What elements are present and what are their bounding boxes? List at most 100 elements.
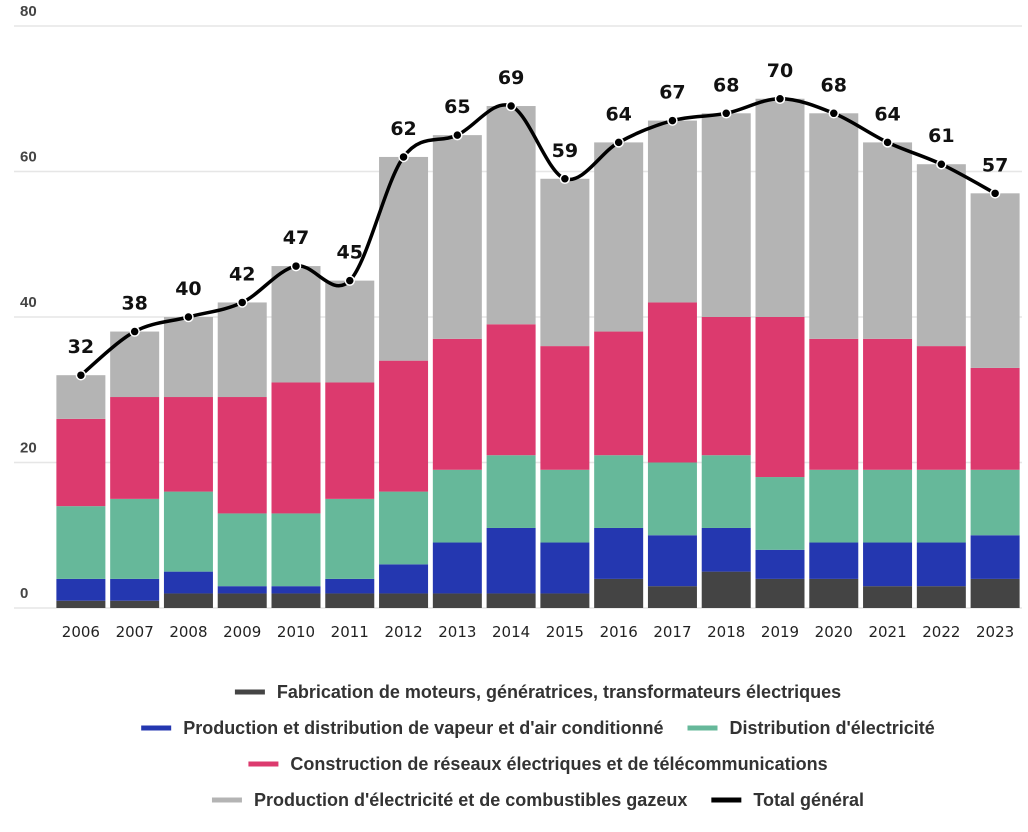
x-tick-label: 2015 <box>546 623 584 641</box>
legend-row: Fabrication de moteurs, génératrices, tr… <box>234 682 841 702</box>
total-point <box>183 311 194 323</box>
bar-segment <box>486 455 536 528</box>
bar-segment <box>701 455 751 528</box>
bar-segment <box>56 506 106 579</box>
x-tick-label: 2022 <box>922 623 960 641</box>
bar-segment <box>594 527 644 579</box>
bar-segment <box>863 142 913 339</box>
bar-segment <box>110 397 160 499</box>
value-label: 69 <box>498 67 524 89</box>
bar-segment <box>325 280 375 383</box>
bar-segment <box>701 317 751 456</box>
value-label: 57 <box>982 154 1008 176</box>
bar-segment <box>540 469 590 543</box>
total-point <box>505 100 517 112</box>
bar-segment <box>647 535 697 587</box>
x-tick-label: 2012 <box>384 623 422 641</box>
legend-item: Fabrication de moteurs, génératrices, tr… <box>234 682 841 702</box>
x-tick-label: 2021 <box>868 623 906 641</box>
bar-segment <box>379 360 429 492</box>
bar-segment <box>916 346 966 470</box>
x-tick-label: 2017 <box>653 623 691 641</box>
bar-segment <box>325 593 375 608</box>
x-tick-label: 2018 <box>707 623 745 641</box>
x-tick-label: 2014 <box>492 623 530 641</box>
value-label: 64 <box>605 103 631 125</box>
bar-segment <box>594 331 644 456</box>
bar-segment <box>863 469 913 543</box>
bar-segment <box>271 382 321 514</box>
bar-segment <box>163 397 213 492</box>
legend-item: Distribution d'électricité <box>687 718 935 738</box>
bar-segment <box>325 578 375 594</box>
bar-segment <box>163 593 213 608</box>
bar-segment <box>594 142 644 332</box>
bar-segment <box>325 382 375 499</box>
value-label: 61 <box>928 125 954 147</box>
bar-segment <box>217 302 267 398</box>
x-tick-label: 2008 <box>169 623 207 641</box>
total-point <box>882 137 893 148</box>
bar-segment <box>863 586 913 608</box>
y-tick-label: 40 <box>20 294 37 311</box>
bar-segment <box>809 338 859 470</box>
legend-label: Construction de réseaux électriques et d… <box>290 754 827 774</box>
bar-segment <box>163 317 213 398</box>
total-point <box>774 93 786 104</box>
total-point <box>129 326 140 337</box>
bar-segment <box>540 178 590 347</box>
bar-segment <box>432 542 482 594</box>
value-label: 70 <box>767 60 793 82</box>
value-label: 45 <box>337 242 363 264</box>
legend-label: Fabrication de moteurs, génératrices, tr… <box>277 682 841 702</box>
bar-segment <box>540 593 590 608</box>
bar-segment <box>701 571 751 608</box>
bar-segment <box>970 469 1020 536</box>
total-point <box>613 137 624 148</box>
x-tick-label: 2007 <box>116 623 154 641</box>
bar-segment <box>56 375 106 419</box>
bar-segment <box>701 113 751 317</box>
bar-segment <box>809 542 859 579</box>
bar-segment <box>217 397 267 514</box>
x-tick-label: 2016 <box>600 623 638 641</box>
x-tick-label: 2019 <box>761 623 799 641</box>
bar-segment <box>271 593 321 608</box>
x-tick-label: 2020 <box>815 623 853 641</box>
value-label: 62 <box>390 118 416 140</box>
value-label: 68 <box>821 74 847 96</box>
bar-segment <box>56 600 106 608</box>
bar-segment <box>379 564 429 594</box>
y-tick-label: 0 <box>20 585 28 602</box>
bar-segment <box>863 338 913 470</box>
bar-segment <box>755 317 805 478</box>
legend-row: Production d'électricité et de combustib… <box>211 790 864 810</box>
total-point <box>344 275 356 286</box>
bar-segment <box>432 593 482 608</box>
bar-segment <box>486 527 536 594</box>
bar-segment <box>594 578 644 608</box>
bar-segment <box>916 542 966 587</box>
total-point <box>75 369 87 381</box>
bar-segment <box>647 586 697 608</box>
bar-segment <box>432 135 482 339</box>
y-tick-label: 20 <box>20 440 37 457</box>
x-tick-label: 2009 <box>223 623 261 641</box>
value-label: 47 <box>283 227 309 249</box>
bar-segment <box>486 593 536 608</box>
bar-segment <box>271 586 321 594</box>
x-tick-label: 2010 <box>277 623 315 641</box>
bar-segment <box>970 578 1020 608</box>
bar-segment <box>755 98 805 317</box>
total-point <box>236 297 248 308</box>
value-label: 42 <box>229 263 255 285</box>
x-tick-label: 2011 <box>331 623 369 641</box>
bar-segment <box>647 302 697 463</box>
legend-item: Production d'électricité et de combustib… <box>211 790 687 810</box>
x-tick-label: 2013 <box>438 623 476 641</box>
bar-segment <box>540 346 590 470</box>
bar-segment <box>970 367 1020 470</box>
bar-segment <box>809 113 859 339</box>
total-point <box>828 108 840 119</box>
